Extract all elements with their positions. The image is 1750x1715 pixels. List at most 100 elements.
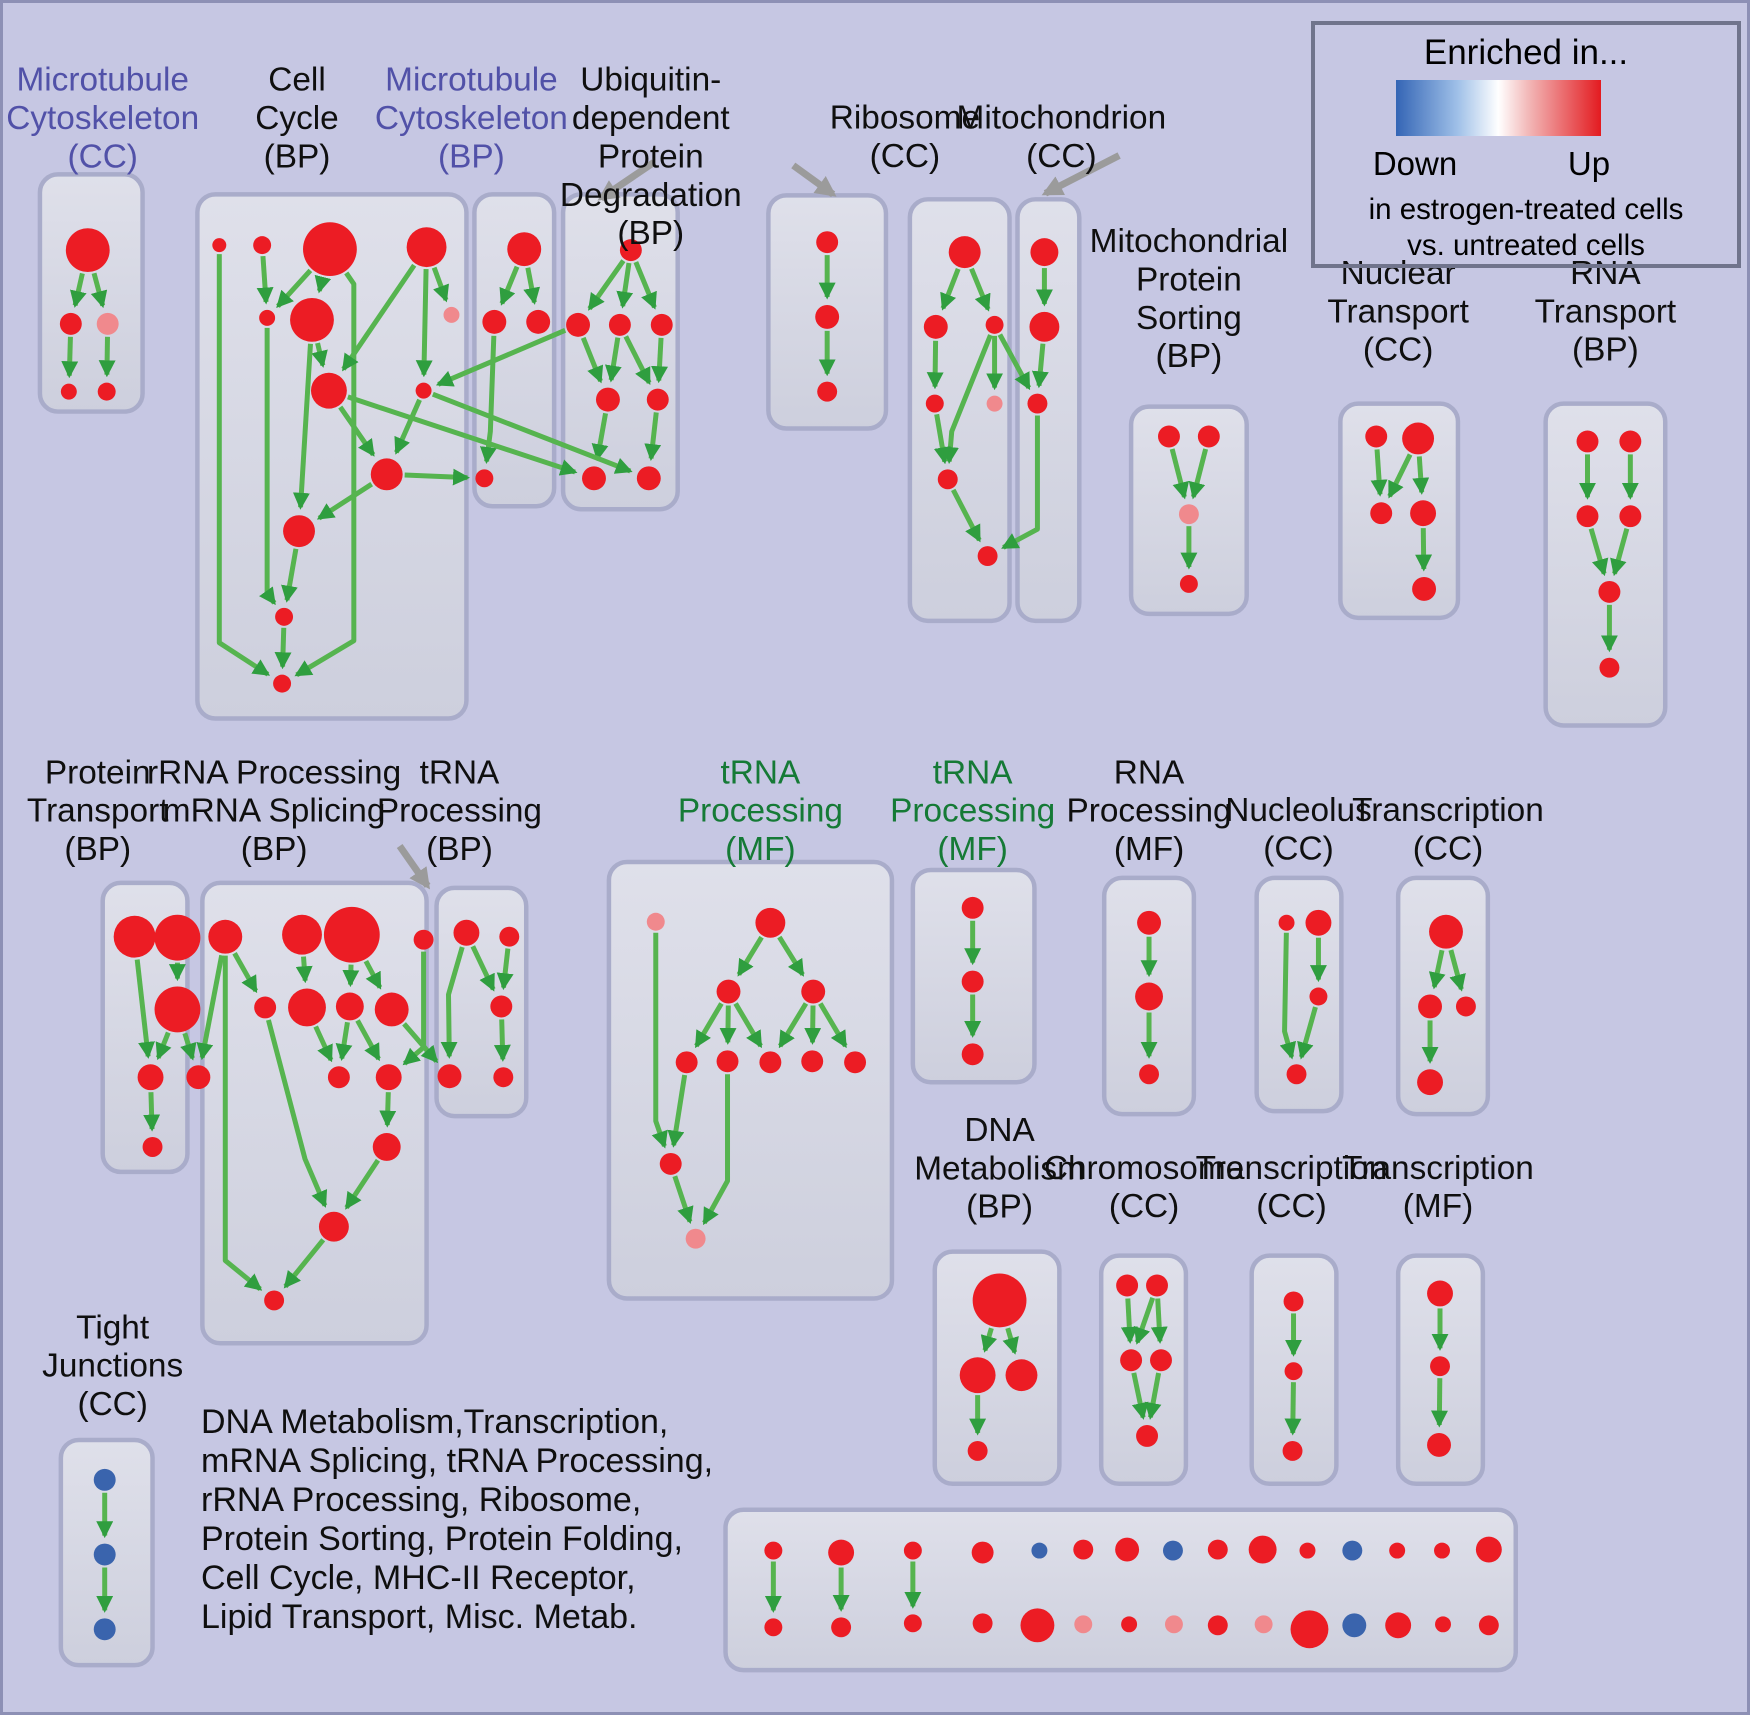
node-ms4 (1179, 574, 1198, 593)
edge-nt2-nt4 (1412, 456, 1430, 495)
edge-tm3-tm8 (818, 1002, 848, 1049)
node-mtcc4 (60, 383, 77, 400)
cluster-title-ubiquitin-line-3: Degradation (560, 177, 742, 214)
cluster-title-tight-junctions-line-2: (CC) (77, 1386, 147, 1423)
edge-cc8-cc10 (338, 405, 376, 457)
node-tm6 (759, 1051, 782, 1074)
node-tm7 (801, 1050, 824, 1073)
legend-context-line-1: in estrogen-treated cells (1368, 193, 1684, 226)
edges-layer (61, 254, 1639, 1613)
cluster-title-rna-transport-line-0: RNA (1570, 255, 1641, 292)
cluster-title-chromosome-line-0: Chromosome (1044, 1150, 1244, 1187)
misc-note-line: Cell Cycle, MHC-II Receptor, (201, 1559, 636, 1597)
node-bb4t (971, 1541, 994, 1564)
node-tm3 (801, 979, 826, 1004)
edge-rr10-rr11 (379, 1092, 397, 1128)
edge-ub3-ub6 (623, 335, 652, 386)
edge-ch4-ch5 (1144, 1372, 1162, 1420)
edge-tm0-tm9 (651, 932, 668, 1149)
nodes-layer (59, 222, 1642, 1649)
cluster-box-rrna-mrna (200, 880, 429, 1346)
node-nu2 (1305, 909, 1332, 936)
node-mb3 (526, 309, 551, 334)
cluster-title-nuclear-transport-line-2: (CC) (1363, 332, 1433, 369)
node-cc8 (310, 372, 347, 409)
edge-tm9-tm10 (672, 1175, 694, 1225)
edge-nu3-nu4 (1297, 1006, 1318, 1060)
node-mb2 (482, 309, 507, 334)
cluster-title-mito-sorting-line-3: (BP) (1156, 338, 1223, 375)
edge-cc10-mb4 (404, 468, 470, 486)
annotation-arrows-layer (396, 152, 1121, 890)
edge-mi3-rb7 (1001, 415, 1040, 550)
edge-cc4-cc9 (415, 269, 433, 378)
node-tb2 (499, 926, 520, 947)
node-tc1 (1429, 914, 1463, 949)
misc-note-line: Protein Sorting, Protein Folding, (201, 1520, 683, 1558)
misc-note-line: rRNA Processing, Ribosome, (201, 1481, 642, 1519)
node-pt5 (186, 1065, 211, 1090)
cluster-title-ubiquitin-line-1: dependent (572, 100, 730, 137)
edge-ub1-ub3 (616, 262, 634, 309)
edge-ub3-ub5 (605, 337, 622, 383)
edge-cc1-cc13 (216, 254, 271, 677)
cluster-title-tight-junctions-line-1: Junctions (42, 1348, 183, 1385)
cluster-title-mitochondrion-line-0: Mitochondrion (957, 100, 1167, 137)
edge-rb6-rb7 (951, 488, 982, 543)
edge-rb4-rb6 (933, 413, 951, 465)
cluster-title-ubiquitin-line-4: (BP) (617, 215, 684, 252)
node-td2 (1284, 1362, 1303, 1381)
misc-categories-note: DNA Metabolism,Transcription, mRNA Splic… (201, 1403, 713, 1637)
node-mb4 (475, 469, 494, 488)
node-dm3 (1005, 1359, 1038, 1392)
node-bb13b (1385, 1612, 1412, 1639)
node-bb13t (1389, 1542, 1406, 1559)
cluster-title-microtubule-cc-line-2: (CC) (67, 138, 137, 175)
cluster-title-ubiquitin-line-2: Protein (598, 138, 704, 175)
edge-tb1-tb4 (440, 946, 465, 1059)
cluster-title-cell-cycle-line-0: Cell (268, 62, 326, 99)
node-rr13 (264, 1290, 285, 1311)
cluster-title-microtubule-cc-line-0: Microtubule (16, 62, 189, 99)
edge-tb1-tb3 (470, 945, 496, 992)
edge-cc2-cc5 (256, 255, 274, 305)
node-pt2 (154, 914, 201, 961)
node-bb12t (1342, 1540, 1363, 1561)
node-tn1 (961, 896, 984, 919)
node-rb5 (986, 395, 1003, 412)
node-cc9 (415, 382, 432, 399)
cluster-title-nuclear-transport-line-1: Transport (1327, 293, 1469, 330)
node-rb7 (977, 546, 998, 567)
node-rr1 (208, 919, 243, 954)
node-nu4 (1286, 1064, 1307, 1085)
node-rt3 (1576, 505, 1599, 528)
node-cc12 (275, 607, 294, 626)
node-bb6b (1074, 1615, 1093, 1634)
edge-cc9-ub8 (431, 391, 633, 474)
misc-note-line: mRNA Splicing, tRNA Processing, (201, 1442, 714, 1480)
cluster-title-rrna-mrna-line-0: rRNA Processing (147, 754, 401, 791)
cluster-title-microtubule-bp-line-0: Microtubule (385, 62, 558, 99)
cluster-title-nucleolus-line-0: Nucleolus (1225, 792, 1372, 829)
edge-tc1-tc3 (1448, 949, 1466, 992)
edge-mtcc3-mtcc5 (98, 336, 116, 378)
node-ms1 (1158, 425, 1180, 448)
node-te2 (1430, 1356, 1450, 1377)
cluster-title-rna-transport-line-1: Transport (1535, 293, 1677, 330)
cluster-box-microtubule-cc (37, 172, 145, 414)
node-tm4 (675, 1051, 698, 1074)
cluster-box-chromosome (1098, 1253, 1189, 1487)
node-dm4 (967, 1440, 988, 1461)
cluster-box-rna-transport (1543, 401, 1668, 728)
node-bb10b (1254, 1615, 1273, 1634)
node-uc2 (815, 304, 840, 329)
edge-tm3-tm6 (778, 1002, 809, 1049)
node-mi2 (1029, 311, 1060, 342)
edge-rr8-tb4 (402, 1022, 439, 1064)
node-te3 (1427, 1432, 1451, 1457)
cluster-title-nuclear-transport-line-0: Nuclear (1341, 255, 1456, 292)
node-bb8b (1164, 1615, 1183, 1634)
edge-dm1-dm2 (980, 1327, 998, 1353)
node-bb5b (1020, 1608, 1055, 1643)
cluster-title-trna-mf-2-line-1: Processing (890, 793, 1055, 830)
